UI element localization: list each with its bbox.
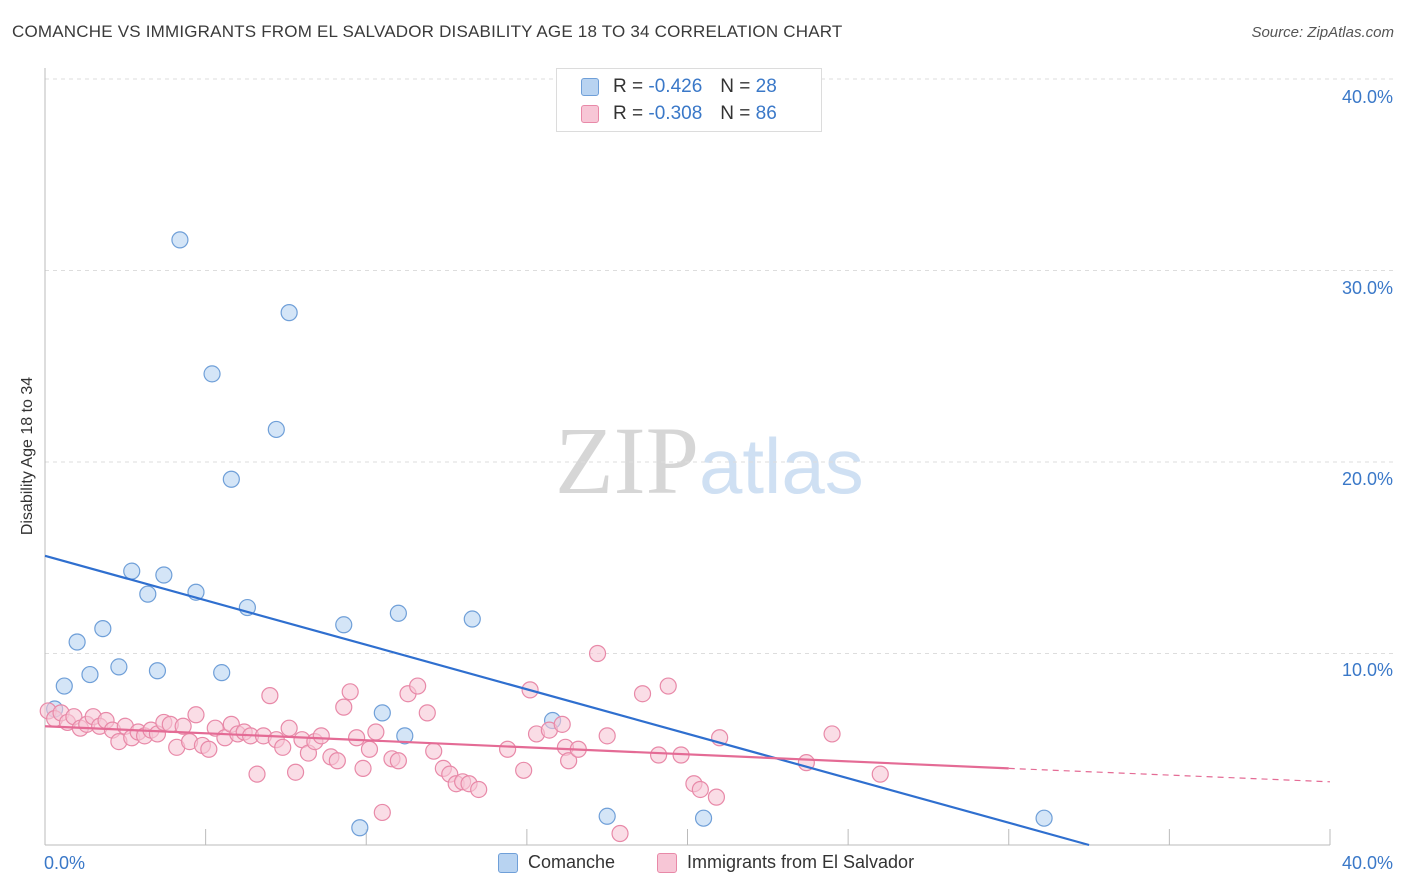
el-salvador-point-81: [691, 780, 709, 799]
legend-n-label: N =: [720, 103, 751, 124]
y-tick-label-10: 10.0%: [1341, 660, 1393, 680]
comanche-point-14: [222, 470, 240, 488]
comanche-legend-swatch: [498, 852, 518, 873]
el-salvador-point-69: [553, 715, 571, 733]
el-salvador-point-47: [348, 729, 366, 747]
el-salvador-swatch: [581, 105, 599, 123]
y-tick-label-20: 20.0%: [1341, 469, 1393, 489]
el-salvador-point-73: [598, 727, 616, 745]
comanche-point-17: [280, 304, 298, 322]
comanche-point-16: [267, 420, 285, 439]
comanche-point-8: [148, 662, 167, 680]
comanche-point-18: [335, 616, 353, 634]
comanche-point-13: [213, 664, 231, 682]
comanche-point-2: [68, 633, 86, 651]
comanche-point-1: [55, 677, 73, 695]
comanche-trend-line: [44, 554, 1090, 847]
legend-item-el-salvador: Immigrants from El Salvador: [657, 852, 914, 873]
el-salvador-point-63: [470, 780, 488, 799]
comanche-point-26: [694, 809, 713, 827]
el-salvador-point-21: [174, 717, 192, 735]
legend-r-value: -0.426: [648, 76, 703, 97]
el-salvador-point-38: [286, 763, 305, 781]
el-salvador-trend-extension: [1008, 767, 1331, 783]
chart-title: COMANCHE VS IMMIGRANTS FROM EL SALVADOR …: [12, 22, 843, 41]
el-salvador-point-56: [418, 704, 436, 722]
el-salvador-point-50: [367, 723, 385, 741]
comanche-point-10: [171, 231, 189, 249]
comanche-point-6: [123, 562, 141, 580]
legend-row-el-salvador: R = -0.308 N = 86: [581, 102, 777, 126]
x-tick-label-min: 0.0%: [44, 853, 86, 873]
el-salvador-point-32: [248, 765, 266, 783]
comanche-swatch: [581, 78, 599, 96]
comanche-point-19: [351, 819, 369, 837]
el-salvador-point-85: [823, 725, 841, 743]
comanche-point-27: [1035, 809, 1053, 827]
el-salvador-legend-swatch: [657, 852, 677, 873]
comanche-point-4: [94, 620, 112, 638]
el-salvador-point-65: [515, 761, 533, 779]
legend-item-comanche: Comanche: [498, 852, 615, 873]
legend-r-label: R =: [613, 76, 644, 97]
el-salvador-point-23: [187, 706, 205, 724]
series-legend: Comanche Immigrants from El Salvador: [0, 852, 1406, 876]
legend-r-value: -0.308: [648, 103, 703, 124]
legend-n-value: 86: [755, 103, 777, 124]
el-salvador-point-82: [707, 788, 726, 806]
el-salvador-point-57: [425, 742, 443, 760]
comanche-legend-label: Comanche: [528, 852, 616, 872]
correlation-legend: R = -0.426 N = 28 R = -0.308 N = 86: [556, 68, 822, 132]
y-tick-label-30: 30.0%: [1341, 278, 1393, 298]
el-salvador-point-42: [312, 727, 330, 745]
el-salvador-point-49: [360, 740, 379, 758]
el-salvador-point-36: [274, 738, 292, 756]
y-axis-label: Disability Age 18 to 34: [19, 376, 36, 536]
el-salvador-point-51: [373, 803, 391, 822]
el-salvador-point-74: [611, 824, 629, 843]
el-salvador-point-45: [335, 698, 353, 716]
legend-n-value: 28: [755, 76, 777, 97]
el-salvador-point-48: [354, 759, 372, 778]
el-salvador-point-86: [871, 765, 889, 783]
comanche-point-21: [389, 604, 407, 622]
comanche-point-25: [598, 807, 616, 825]
comanche-point-23: [463, 610, 481, 628]
el-salvador-point-53: [389, 752, 407, 770]
el-salvador-point-44: [328, 752, 346, 770]
el-salvador-point-37: [280, 719, 298, 737]
comanche-point-3: [81, 665, 99, 684]
el-salvador-point-25: [200, 740, 218, 758]
comanche-point-9: [155, 566, 173, 584]
comanche-point-12: [203, 365, 221, 383]
source-label: Source: ZipAtlas.com: [1251, 24, 1394, 41]
legend-row-comanche: R = -0.426 N = 28: [581, 75, 777, 99]
el-salvador-point-75: [588, 644, 607, 663]
x-tick-label-max: 40.0%: [1341, 853, 1393, 873]
el-salvador-trend-line: [44, 725, 1009, 770]
el-salvador-point-46: [341, 683, 359, 701]
comanche-point-7: [139, 585, 157, 603]
legend-n-label: N =: [720, 76, 751, 97]
el-salvador-point-64: [499, 740, 517, 758]
el-salvador-point-34: [261, 687, 279, 705]
el-salvador-point-55: [409, 677, 427, 695]
el-salvador-point-76: [633, 685, 652, 703]
y-tick-label-40: 40.0%: [1341, 87, 1393, 107]
el-salvador-point-77: [649, 746, 668, 764]
el-salvador-point-78: [659, 677, 677, 695]
comanche-point-20: [373, 704, 391, 722]
legend-r-label: R =: [613, 103, 644, 124]
el-salvador-point-71: [560, 752, 578, 770]
comanche-point-5: [110, 658, 128, 676]
el-salvador-legend-label: Immigrants from El Salvador: [687, 852, 915, 872]
comanche-point-22: [396, 727, 414, 745]
